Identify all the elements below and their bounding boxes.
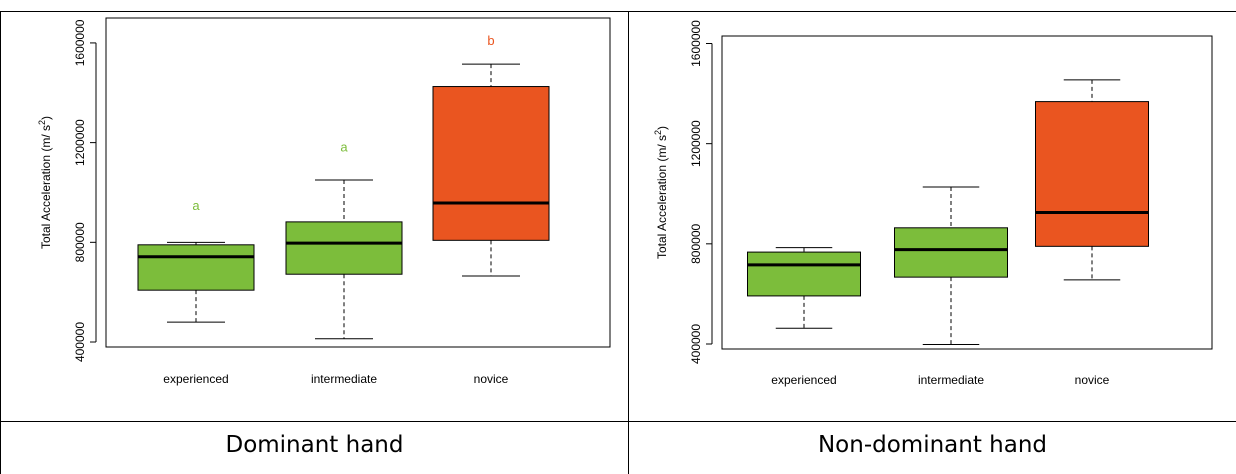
plot-frame	[721, 35, 1213, 350]
table-border-top	[0, 11, 1236, 12]
box-experienced	[747, 247, 861, 329]
iqr-box	[285, 221, 403, 275]
iqr-box	[1035, 101, 1149, 247]
significance-letter: a	[192, 198, 200, 213]
caption-dominant-hand: Dominant hand	[225, 432, 404, 458]
box-intermediate	[894, 186, 1008, 345]
chart-dominant-hand: 400000 800000 1200000 1600000 Total Accelera…	[37, 17, 611, 386]
x-tick-label-novice: novice	[1075, 373, 1110, 387]
plot-frame	[105, 17, 611, 348]
table-border-left	[0, 11, 1, 474]
x-tick-label-intermediate: intermediate	[918, 373, 984, 387]
y-tick-label: 1200000	[73, 119, 87, 166]
box-intermediate: a	[285, 139, 403, 340]
box-experienced: a	[137, 198, 255, 323]
box-novice	[1035, 79, 1149, 281]
y-axis-label: Total Acceleration (m/ s2)	[37, 116, 53, 249]
iqr-box	[432, 86, 550, 241]
table-border-middle	[0, 421, 1236, 422]
caption-non-dominant-hand: Non-dominant hand	[817, 432, 1048, 458]
x-tick-label-experienced: experienced	[163, 372, 228, 386]
x-tick-label-novice: novice	[474, 372, 509, 386]
y-tick-label: 400000	[73, 322, 87, 362]
y-tick-label: 1200000	[689, 120, 703, 167]
y-axis-label: Total Acceleration (m/ s2)	[653, 126, 669, 259]
y-tick-label: 800000	[73, 222, 87, 262]
iqr-box	[137, 244, 255, 291]
x-tick-label-experienced: experienced	[771, 373, 836, 387]
box-novice: b	[432, 33, 550, 277]
y-tick-label: 400000	[689, 324, 703, 364]
x-tick-label-intermediate: intermediate	[311, 372, 377, 386]
y-tick-label: 800000	[689, 223, 703, 263]
table-border-divider	[628, 11, 629, 474]
y-tick-label: 1600000	[689, 20, 703, 67]
chart-non-dominant-hand: 400000 800000 1200000 1600000 Total Accelera…	[653, 20, 1213, 387]
iqr-box	[747, 251, 861, 297]
significance-letter: b	[487, 33, 494, 48]
significance-letter: a	[340, 139, 348, 154]
iqr-box	[894, 227, 1008, 278]
y-tick-label: 1600000	[73, 19, 87, 66]
